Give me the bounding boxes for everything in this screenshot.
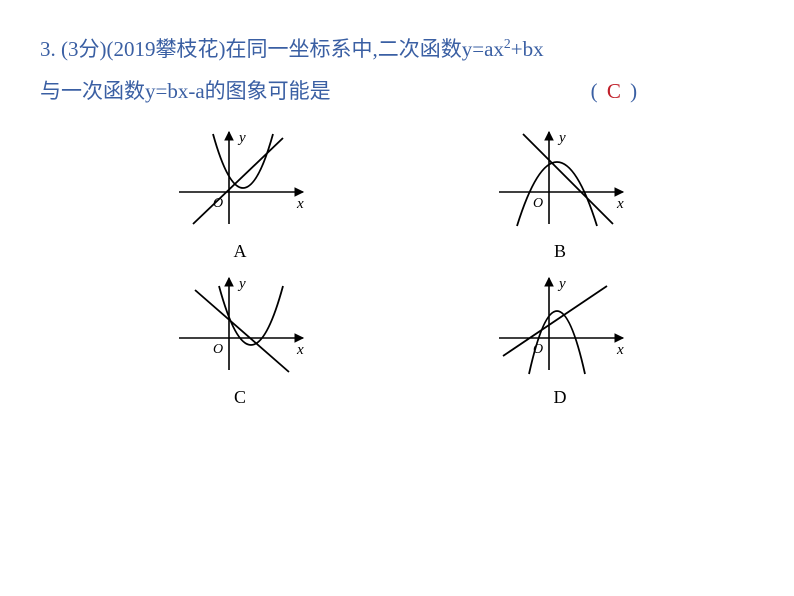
svg-text:x: x xyxy=(616,196,624,212)
superscript: 2 xyxy=(504,36,511,51)
svg-text:x: x xyxy=(616,342,624,358)
svg-text:O: O xyxy=(533,196,543,211)
graph-row: y x O A y x O B xyxy=(140,124,660,262)
answer-letter: C xyxy=(603,79,625,103)
question-prefix: 3. (3分)(2019攀枝花) xyxy=(40,37,225,61)
svg-text:y: y xyxy=(237,276,246,292)
graph-a-svg: yxO xyxy=(165,124,315,239)
graph-caption: A xyxy=(140,241,340,262)
graph-caption: B xyxy=(460,241,660,262)
question-block: 3. (3分)(2019攀枝花)在同一坐标系中,二次函数y=ax2+bx 与一次… xyxy=(40,28,754,112)
graph-cell-d: yxO D xyxy=(460,270,660,408)
svg-text:x: x xyxy=(296,342,304,358)
graph-d-svg: yxO xyxy=(485,270,635,385)
question-line2: 与一次函数y=bx-a的图象可能是 xyxy=(40,79,331,103)
paren-right: ) xyxy=(630,79,637,103)
paren-left: ( xyxy=(591,79,598,103)
graph-row: y x O C y x O D xyxy=(140,270,660,408)
answer-group: ( C ) xyxy=(591,70,638,112)
graph-caption: D xyxy=(460,387,660,408)
graph-c-svg: y x O xyxy=(165,270,315,385)
graph-cell-c: y x O C xyxy=(140,270,340,408)
graph-caption: C xyxy=(140,387,340,408)
svg-text:y: y xyxy=(557,130,566,146)
graph-cell-a: yxO A xyxy=(140,124,340,262)
question-line1: 在同一坐标系中,二次函数y=ax xyxy=(225,37,503,61)
svg-text:y: y xyxy=(557,276,566,292)
graphs-grid: y x O A y x O B y x O C y x O D xyxy=(140,124,660,408)
question-line1-tail: +bx xyxy=(511,37,544,61)
graph-b-svg: y x O xyxy=(485,124,635,239)
svg-text:y: y xyxy=(237,130,246,146)
svg-text:O: O xyxy=(213,342,223,357)
svg-text:x: x xyxy=(296,196,304,212)
graph-cell-b: y x O B xyxy=(460,124,660,262)
